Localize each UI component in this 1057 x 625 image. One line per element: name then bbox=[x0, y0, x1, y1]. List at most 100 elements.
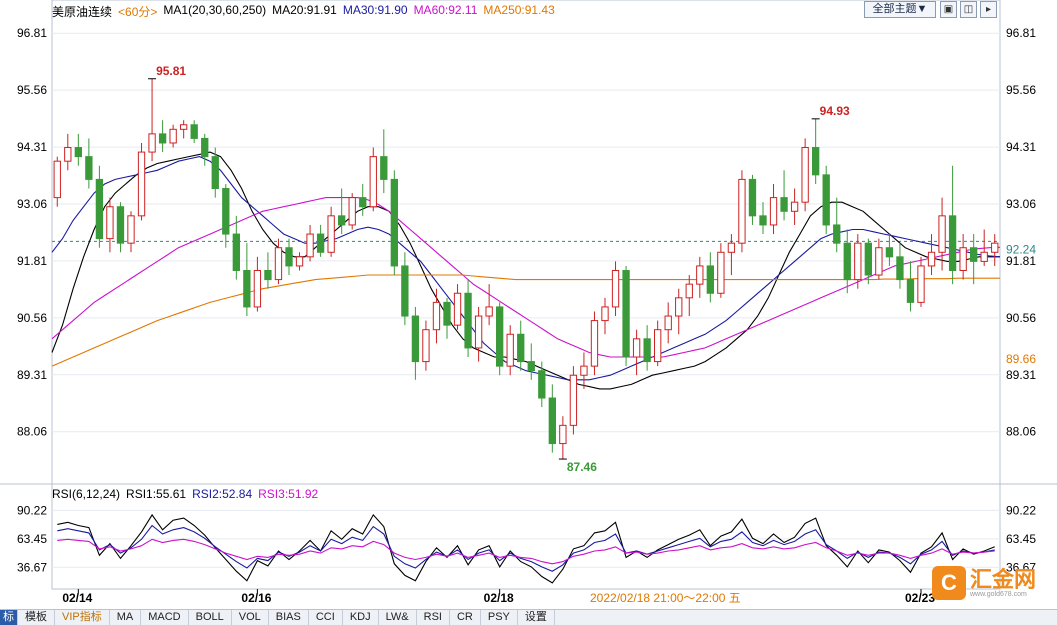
candle bbox=[106, 197, 114, 253]
candle-body bbox=[506, 333, 514, 367]
candle-body bbox=[569, 374, 578, 426]
candle bbox=[137, 142, 146, 221]
indicator-tab[interactable]: LW& bbox=[379, 610, 417, 625]
candle-body bbox=[685, 283, 693, 299]
candle-body bbox=[527, 361, 535, 372]
indicator-tab[interactable]: 模板 bbox=[18, 610, 55, 625]
candle bbox=[590, 311, 599, 376]
expand-icon[interactable]: ▸ bbox=[980, 1, 997, 18]
candle bbox=[453, 284, 462, 330]
rsi-legend: RSI(6,12,24) RSI1:55.61 RSI2:52.84 RSI3:… bbox=[52, 487, 318, 501]
rsi-tick-right: 36.67 bbox=[1006, 560, 1036, 574]
ma-params-label[interactable]: MA1(20,30,60,250) bbox=[163, 3, 267, 17]
candle bbox=[506, 325, 514, 376]
candle-body bbox=[401, 265, 409, 317]
indicator-tab[interactable]: 标 bbox=[0, 610, 18, 625]
candle bbox=[917, 256, 925, 307]
candle-body bbox=[338, 215, 346, 226]
collapse-icon[interactable]: ◫ bbox=[960, 1, 977, 18]
indicator-tab[interactable]: CR bbox=[450, 610, 481, 625]
candle-body bbox=[474, 315, 483, 349]
candle-body bbox=[222, 188, 230, 235]
candle bbox=[285, 238, 293, 276]
candle bbox=[306, 224, 314, 262]
cursor-time-label: 2022/02/18 21:00～22:00 五 bbox=[590, 591, 741, 605]
indicator-tab[interactable]: CCI bbox=[309, 610, 343, 625]
rsi3-line bbox=[57, 538, 995, 565]
time-axis: 02/14 02/16 02/18 02/23 2022/02/18 21:00～22:… bbox=[62, 589, 935, 605]
theme-dropdown-button[interactable]: 全部主题▼ bbox=[864, 1, 936, 18]
candle bbox=[116, 202, 125, 253]
indicator-tab[interactable]: PSY bbox=[481, 610, 518, 625]
candle bbox=[769, 183, 778, 235]
current-price-tag: 92.24 bbox=[1006, 242, 1036, 256]
price-tick-left: 96.81 bbox=[17, 26, 47, 40]
main-grid bbox=[0, 0, 1057, 590]
candle bbox=[854, 234, 862, 289]
candle-body bbox=[896, 256, 904, 281]
candle bbox=[180, 120, 188, 139]
candle bbox=[632, 329, 641, 376]
indicator-tab[interactable]: VIP指标 bbox=[55, 610, 110, 625]
indicator-tab[interactable]: 设置 bbox=[518, 610, 555, 625]
candle-body bbox=[611, 269, 620, 308]
candle bbox=[411, 306, 420, 380]
extreme-value-label: 95.81 bbox=[156, 64, 186, 78]
ma30-value: MA30:91.90 bbox=[342, 3, 408, 17]
candle-body bbox=[780, 197, 788, 212]
price-tick-left: 90.56 bbox=[17, 311, 47, 325]
candle-body bbox=[948, 215, 957, 271]
candle bbox=[327, 206, 335, 257]
candle-body bbox=[801, 147, 809, 203]
candle bbox=[348, 193, 356, 230]
candle-body bbox=[190, 124, 198, 139]
candle-body bbox=[316, 233, 325, 253]
candle-body bbox=[590, 320, 599, 367]
candle bbox=[991, 234, 999, 266]
candle bbox=[169, 124, 177, 148]
candle bbox=[232, 215, 240, 280]
candle bbox=[843, 229, 851, 294]
candle-body bbox=[843, 242, 851, 281]
rsi1-value: RSI1:55.61 bbox=[126, 487, 187, 501]
period-label[interactable]: <60分> bbox=[118, 5, 158, 19]
candle bbox=[369, 147, 377, 212]
candle-body bbox=[64, 147, 72, 162]
candle-body bbox=[369, 156, 377, 208]
candle-body bbox=[959, 247, 967, 271]
candle-body bbox=[211, 156, 219, 190]
candle-body bbox=[411, 315, 420, 363]
indicator-tab[interactable]: MACD bbox=[141, 610, 189, 625]
candle-body bbox=[285, 247, 293, 267]
candlestick-series[interactable] bbox=[53, 78, 999, 460]
candle-body bbox=[106, 206, 114, 240]
candle-body bbox=[938, 215, 946, 253]
candle bbox=[464, 279, 472, 358]
indicator-tab[interactable]: BOLL bbox=[189, 610, 232, 625]
candle-body bbox=[559, 424, 567, 445]
indicator-tab[interactable]: BIAS bbox=[269, 610, 309, 625]
gold678-logo-icon: C bbox=[932, 566, 966, 600]
indicator-tab[interactable]: RSI bbox=[417, 610, 450, 625]
rsi-params-label[interactable]: RSI(6,12,24) bbox=[52, 487, 121, 501]
gold678-watermark: C 汇金网 www.gold678.com bbox=[932, 566, 1036, 600]
candle-body bbox=[790, 201, 799, 212]
candle-body bbox=[390, 178, 398, 267]
candle bbox=[95, 165, 104, 248]
candle-body bbox=[443, 301, 451, 326]
candle bbox=[780, 170, 788, 221]
indicator-tab[interactable]: VOL bbox=[232, 610, 269, 625]
zoom-in-icon[interactable]: ▣ bbox=[940, 1, 957, 18]
ma60-value: MA60:92.11 bbox=[413, 3, 478, 17]
candle bbox=[517, 320, 525, 371]
candle bbox=[338, 188, 346, 235]
indicator-tab[interactable]: MA bbox=[110, 610, 142, 625]
time-tick-label: 02/16 bbox=[241, 591, 271, 605]
candle-body bbox=[675, 297, 683, 317]
candle bbox=[664, 302, 672, 344]
candle-body bbox=[348, 197, 356, 226]
rsi-panel: 90.22 90.22 63.45 63.45 36.67 36.67 bbox=[17, 503, 1036, 584]
indicator-tab[interactable]: KDJ bbox=[343, 610, 379, 625]
rsi2-value: RSI2:52.84 bbox=[192, 487, 253, 501]
